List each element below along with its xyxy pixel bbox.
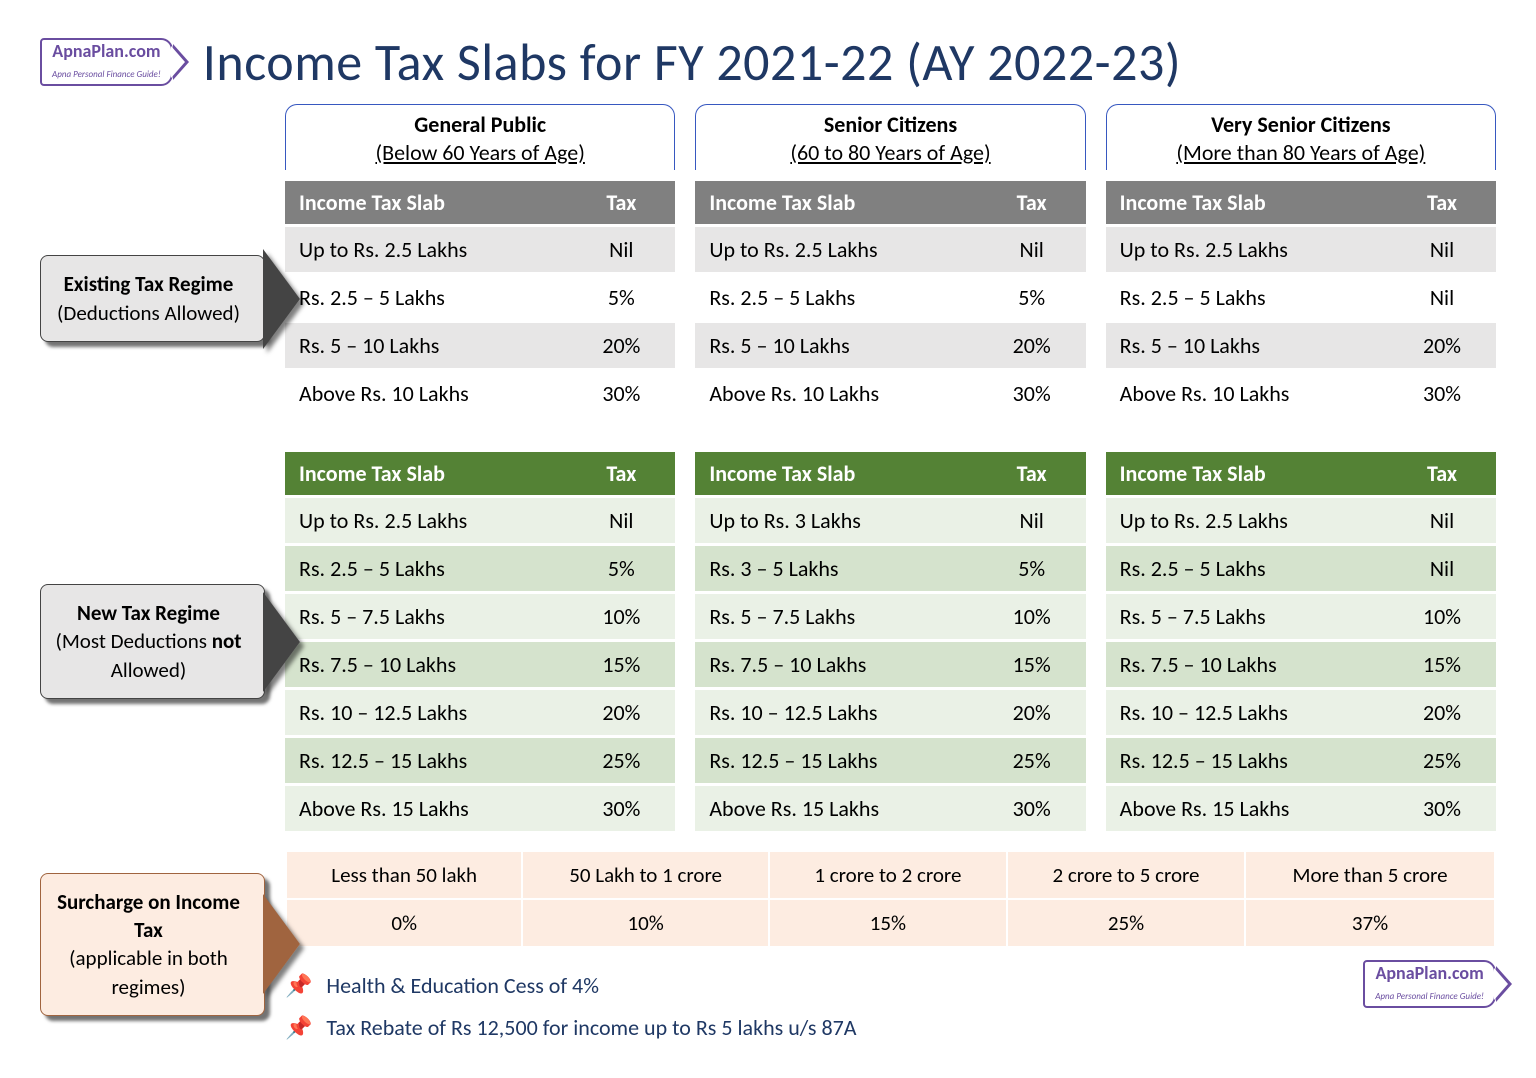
surcharge-rate: 10%	[523, 900, 768, 946]
new-table-general: Income Tax SlabTaxUp to Rs. 2.5 LakhsNil…	[285, 449, 675, 834]
surcharge-rate: 25%	[1008, 900, 1244, 946]
side-label-surcharge: Surcharge on Income Tax(applicable in bo…	[40, 873, 265, 1016]
pin-icon: 📌	[285, 1014, 312, 1041]
table-row: Rs. 5 – 10 Lakhs20%	[695, 323, 1085, 368]
logo-brand: ApnaPlan.com	[52, 40, 160, 62]
note-text: Health & Education Cess of 4%	[326, 972, 599, 999]
footer-notes: 📌Health & Education Cess of 4% ApnaPlan.…	[285, 964, 1496, 1041]
page-title: Income Tax Slabs for FY 2021-22 (AY 2022…	[203, 30, 1181, 94]
category-header-general: General Public(Below 60 Years of Age)	[285, 104, 675, 170]
table-row: Rs. 3 – 5 Lakhs5%	[695, 546, 1085, 591]
table-row: Above Rs. 10 Lakhs30%	[285, 371, 675, 416]
logo-tagline: Apna Personal Finance Guide!	[52, 69, 161, 80]
table-row: Above Rs. 15 Lakhs30%	[695, 786, 1085, 831]
table-row: Up to Rs. 3 LakhsNil	[695, 498, 1085, 543]
brand-logo: ApnaPlan.com Apna Personal Finance Guide…	[40, 38, 173, 86]
table-row: Above Rs. 10 Lakhs30%	[1106, 371, 1496, 416]
table-row: Rs. 7.5 – 10 Lakhs15%	[285, 642, 675, 687]
table-row: Rs. 2.5 – 5 Lakhs5%	[285, 275, 675, 320]
table-row: Up to Rs. 2.5 LakhsNil	[1106, 227, 1496, 272]
table-row: Above Rs. 15 Lakhs30%	[285, 786, 675, 831]
surcharge-rate: 0%	[287, 900, 521, 946]
table-row: Rs. 2.5 – 5 LakhsNil	[1106, 546, 1496, 591]
surcharge-range: 50 Lakh to 1 crore	[523, 852, 768, 898]
table-row: Rs. 7.5 – 10 Lakhs15%	[695, 642, 1085, 687]
note-text: Tax Rebate of Rs 12,500 for income up to…	[326, 1014, 856, 1041]
table-row: Rs. 2.5 – 5 LakhsNil	[1106, 275, 1496, 320]
table-row: Rs. 2.5 – 5 Lakhs5%	[695, 275, 1085, 320]
footer-logo: ApnaPlan.comApna Personal Finance Guide!	[1363, 960, 1496, 1008]
table-row: Rs. 5 – 10 Lakhs20%	[285, 323, 675, 368]
table-row: Above Rs. 10 Lakhs30%	[695, 371, 1085, 416]
new-table-senior: Income Tax SlabTaxUp to Rs. 3 LakhsNilRs…	[695, 449, 1085, 834]
surcharge-range: Less than 50 lakh	[287, 852, 521, 898]
new-table-very-senior: Income Tax SlabTaxUp to Rs. 2.5 LakhsNil…	[1106, 449, 1496, 834]
table-row: Rs. 5 – 7.5 Lakhs10%	[285, 594, 675, 639]
table-row: Up to Rs. 2.5 LakhsNil	[285, 498, 675, 543]
surcharge-rate: 37%	[1246, 900, 1494, 946]
surcharge-range: 2 crore to 5 crore	[1008, 852, 1244, 898]
side-label-existing-regime: Existing Tax Regime(Deductions Allowed)	[40, 255, 265, 342]
table-row: Rs. 5 – 10 Lakhs20%	[1106, 323, 1496, 368]
existing-table-very-senior: Income Tax SlabTaxUp to Rs. 2.5 LakhsNil…	[1106, 178, 1496, 419]
table-row: Up to Rs. 2.5 LakhsNil	[285, 227, 675, 272]
surcharge-table: Less than 50 lakh50 Lakh to 1 crore1 cro…	[285, 850, 1496, 948]
existing-table-senior: Income Tax SlabTaxUp to Rs. 2.5 LakhsNil…	[695, 178, 1085, 419]
table-row: Rs. 10 – 12.5 Lakhs20%	[285, 690, 675, 735]
existing-table-general: Income Tax SlabTaxUp to Rs. 2.5 LakhsNil…	[285, 178, 675, 419]
table-row: Rs. 10 – 12.5 Lakhs20%	[1106, 690, 1496, 735]
side-label-new-regime: New Tax Regime (Most Deductions not Allo…	[40, 584, 265, 699]
table-row: Rs. 10 – 12.5 Lakhs20%	[695, 690, 1085, 735]
table-row: Rs. 7.5 – 10 Lakhs15%	[1106, 642, 1496, 687]
surcharge-rate: 15%	[770, 900, 1006, 946]
table-row: Above Rs. 15 Lakhs30%	[1106, 786, 1496, 831]
category-header-very-senior: Very Senior Citizens(More than 80 Years …	[1106, 104, 1496, 170]
surcharge-range: 1 crore to 2 crore	[770, 852, 1006, 898]
table-row: Rs. 5 – 7.5 Lakhs10%	[1106, 594, 1496, 639]
category-header-senior: Senior Citizens(60 to 80 Years of Age)	[695, 104, 1085, 170]
table-row: Rs. 12.5 – 15 Lakhs25%	[695, 738, 1085, 783]
table-row: Rs. 12.5 – 15 Lakhs25%	[285, 738, 675, 783]
table-row: Rs. 2.5 – 5 Lakhs5%	[285, 546, 675, 591]
table-row: Up to Rs. 2.5 LakhsNil	[1106, 498, 1496, 543]
surcharge-range: More than 5 crore	[1246, 852, 1494, 898]
table-row: Rs. 12.5 – 15 Lakhs25%	[1106, 738, 1496, 783]
table-row: Rs. 5 – 7.5 Lakhs10%	[695, 594, 1085, 639]
table-row: Up to Rs. 2.5 LakhsNil	[695, 227, 1085, 272]
